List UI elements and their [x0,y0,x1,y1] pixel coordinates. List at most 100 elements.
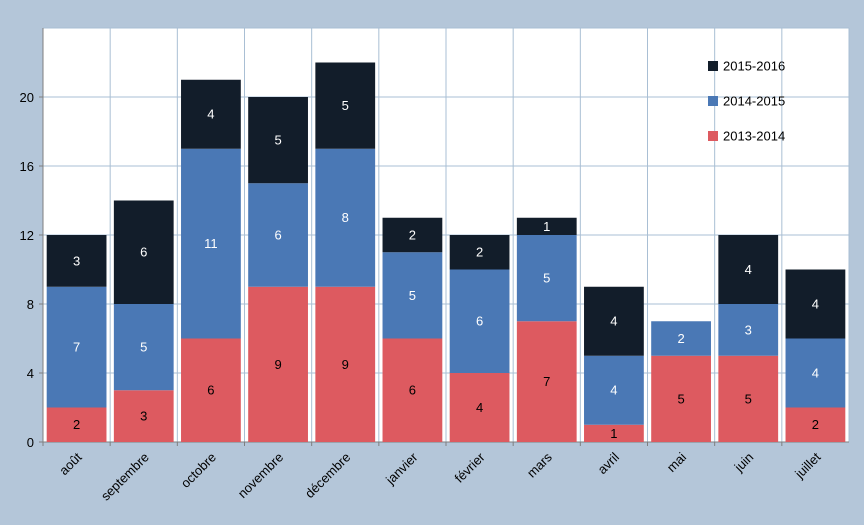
bar-segment [718,355,779,442]
bar-segment [785,338,846,408]
bar-segment [181,148,241,339]
data-label: 1 [543,219,550,234]
bar-segment [516,235,577,322]
bar-segment [516,321,577,442]
x-tick-label: juillet [791,449,824,482]
bars [46,62,846,442]
x-tick-label: novembre [235,450,286,501]
data-label: 5 [342,98,349,113]
data-label: 4 [745,262,752,277]
y-tick-label: 4 [27,366,34,381]
bar-segment [181,79,241,149]
bar-segment [516,217,577,235]
bar-segment [113,304,174,391]
data-label: 2 [476,245,483,260]
data-label: 4 [610,314,617,329]
x-tick-label: septembre [98,450,152,504]
data-label: 4 [610,383,617,398]
data-label: 9 [274,357,281,372]
bar-segment [584,286,644,356]
data-label: 2 [677,331,684,346]
bar-segment [785,407,846,442]
legend-label: 2013-2014 [723,128,785,143]
bar-segment [46,235,107,287]
x-tick-label: avril [595,449,623,477]
y-tick-label: 20 [20,90,34,105]
x-axis: août septembre octobre novembre décembre janv… [42,442,824,504]
bar-segment [584,424,644,442]
bar-segment [315,148,376,287]
bar-segment [248,97,308,184]
y-tick-label: 16 [20,159,34,174]
bar-segment [315,286,376,442]
data-label: 2 [812,417,819,432]
bar-segment [382,252,443,339]
x-tick-label: octobre [178,450,219,491]
data-label: 5 [543,271,550,286]
data-label: 7 [543,374,550,389]
data-label: 4 [207,107,214,122]
bar-segment [785,269,846,339]
bar-segment [449,269,510,373]
bar-segment [651,321,711,356]
data-label: 5 [409,288,416,303]
data-label: 5 [274,133,281,148]
data-label: 6 [207,383,214,398]
data-label: 5 [677,391,684,406]
bar-segment [651,355,711,442]
data-label: 6 [274,227,281,242]
bar-segment [315,62,376,149]
bar-segment [46,286,107,408]
x-tick-label: mars [524,449,555,480]
y-tick-label: 8 [27,297,34,312]
bar-segment [382,338,443,442]
data-label: 3 [73,253,80,268]
x-tick-label: mai [664,449,689,474]
bar-segment [113,390,174,442]
data-label: 6 [409,383,416,398]
x-tick-label: décembre [302,450,353,501]
data-label: 4 [812,365,819,380]
data-label: 2 [73,417,80,432]
data-label: 4 [812,296,819,311]
bar-segment [113,200,174,304]
bar-segment [584,355,644,425]
data-label: 5 [745,391,752,406]
y-tick-label: 12 [20,228,34,243]
data-label: 5 [140,340,147,355]
bar-segment [248,286,308,442]
data-label: 3 [140,409,147,424]
legend-swatch [708,61,718,71]
data-label: 6 [476,314,483,329]
bar-segment [449,235,510,270]
data-label: 1 [610,426,617,441]
bar-segment [46,407,107,442]
data-label: 9 [342,357,349,372]
bar-segment [718,235,779,304]
data-label: 4 [476,400,483,415]
legend-label: 2014-2015 [723,93,785,108]
bar-segment [382,217,443,253]
x-tick-label: juin [731,450,757,476]
data-label: 8 [342,210,349,225]
y-tick-label: 0 [27,435,34,450]
legend-label: 2015-2016 [723,58,785,73]
data-label: 6 [140,245,147,260]
legend: 2015-2016 2014-2015 2013-2014 [708,58,785,143]
x-tick-label: août [56,449,85,478]
data-label: 2 [409,227,416,242]
data-label: 11 [204,236,218,251]
bar-segment [718,304,779,356]
legend-swatch [708,96,718,106]
x-tick-label: février [452,449,489,486]
bar-segment [248,183,308,287]
legend-swatch [708,131,718,141]
x-tick-label: janvier [382,449,421,488]
data-label: 3 [745,322,752,337]
bar-segment [449,373,510,442]
bar-segment [181,338,241,442]
y-axis: 0 4 8 12 16 20 [20,90,43,450]
